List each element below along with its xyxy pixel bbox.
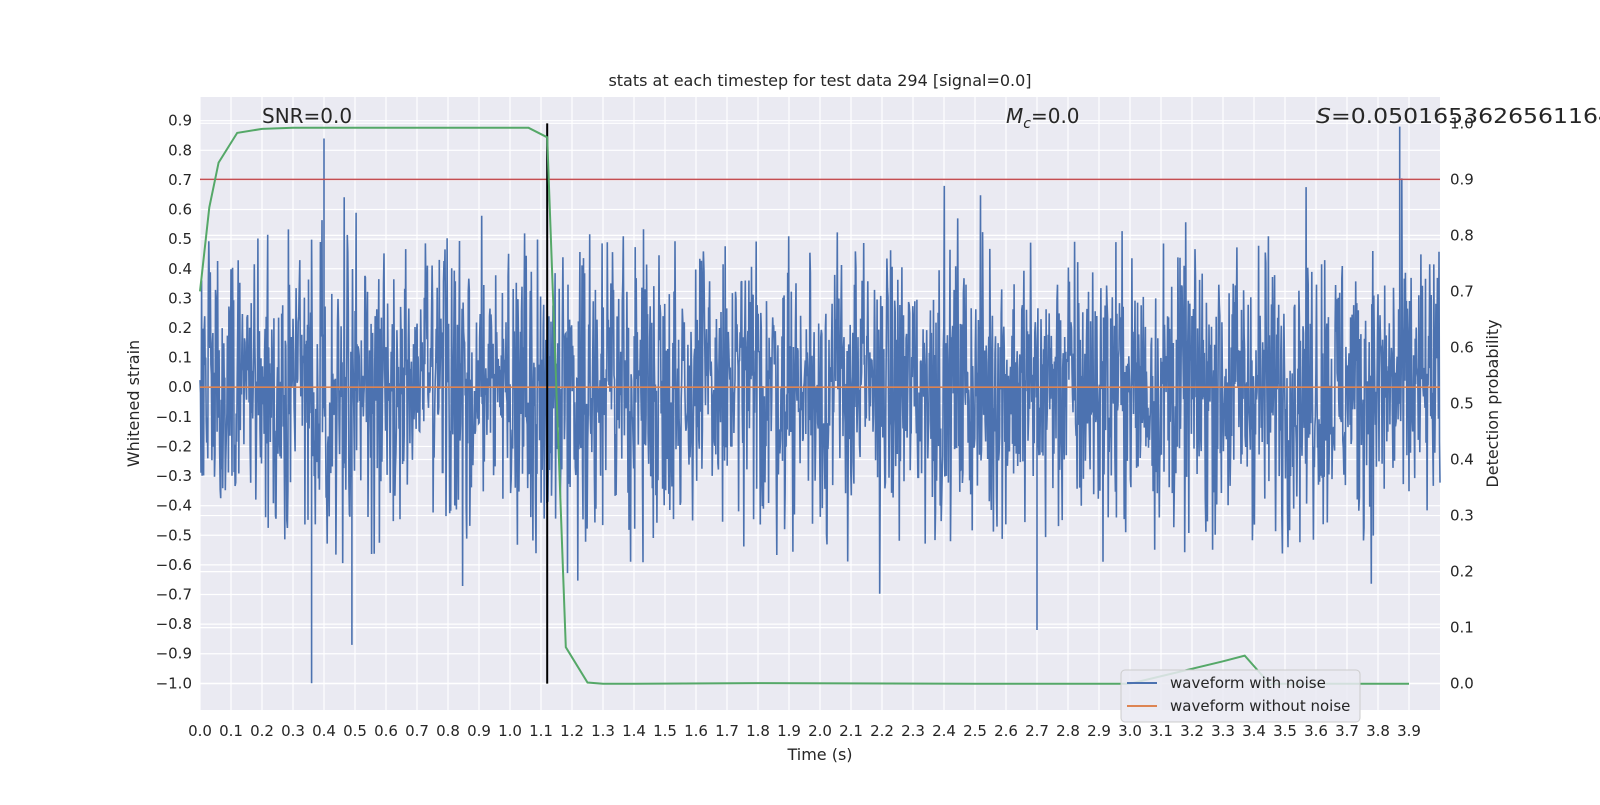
legend-box <box>1120 669 1361 723</box>
annotation-snr: SNR=0.0 <box>262 104 352 128</box>
x-tick-label: 0.8 <box>436 722 460 740</box>
y-tick-label: −0.1 <box>156 408 192 426</box>
annotation-chirp-mass-symbol: M <box>1006 104 1023 128</box>
tick-labels: 0.0 0.1 0.2 0.3 0.4 0.5 0.6 0.7 0.8 0.9 1.0 1.1 1.2 1… <box>156 112 1474 740</box>
x-tick-label: 2.5 <box>963 722 987 740</box>
y2-tick-label: 0.0 <box>1450 675 1474 693</box>
annotation-chirp-mass-subscript: c <box>1023 116 1031 132</box>
chart-title: stats at each timestep for test data 294… <box>608 71 1031 90</box>
y-tick-label: 0.1 <box>168 349 192 367</box>
x-tick-label: 1.1 <box>529 722 553 740</box>
x-tick-label: 0.1 <box>219 722 243 740</box>
y-tick-label: 0.5 <box>168 230 192 248</box>
x-tick-label: 0.6 <box>374 722 398 740</box>
y2-tick-label: 0.1 <box>1450 619 1474 637</box>
x-axis-label: Time (s) <box>786 745 852 764</box>
x-tick-label: 1.5 <box>653 722 677 740</box>
y-tick-label: −0.7 <box>156 586 192 604</box>
y2-tick-label: 1.0 <box>1450 114 1474 132</box>
x-tick-label: 2.2 <box>870 722 894 740</box>
x-tick-label: 1.9 <box>777 722 801 740</box>
legend-label-waveform-with-noise: waveform with noise <box>1170 674 1326 692</box>
x-tick-label: 2.9 <box>1087 722 1111 740</box>
x-tick-label: 3.5 <box>1273 722 1297 740</box>
x-tick-label: 3.4 <box>1242 722 1266 740</box>
y-tick-label: −0.9 <box>156 645 192 663</box>
x-tick-label: 2.7 <box>1025 722 1049 740</box>
x-tick-label: 3.8 <box>1366 722 1390 740</box>
x-tick-label: 3.9 <box>1397 722 1421 740</box>
x-tick-label: 2.8 <box>1056 722 1080 740</box>
x-tick-label: 1.4 <box>622 722 646 740</box>
y-tick-label: 0.4 <box>168 260 192 278</box>
annotation-s-symbol: S <box>1316 104 1331 128</box>
x-tick-label: 0.7 <box>405 722 429 740</box>
annotation-s-value: =0.05016536265611648 <box>1331 104 1600 128</box>
y2-tick-label: 0.4 <box>1450 451 1474 469</box>
x-tick-label: 3.0 <box>1118 722 1142 740</box>
annotation-chirp-mass: Mc=0.0 <box>1006 104 1080 132</box>
legend-label-waveform-without-noise: waveform without noise <box>1170 697 1350 715</box>
x-tick-label: 2.1 <box>839 722 863 740</box>
y2-tick-label: 0.5 <box>1450 395 1474 413</box>
x-tick-label: 0.9 <box>467 722 491 740</box>
x-tick-label: 3.6 <box>1304 722 1328 740</box>
x-tick-label: 1.6 <box>684 722 708 740</box>
x-tick-label: 3.2 <box>1180 722 1204 740</box>
x-tick-label: 2.6 <box>994 722 1018 740</box>
legend: waveform with noise waveform without noi… <box>1120 669 1361 723</box>
x-tick-label: 0.3 <box>281 722 305 740</box>
y-tick-label: −0.8 <box>156 615 192 633</box>
y-tick-label: −0.5 <box>156 526 192 544</box>
x-tick-label: 2.3 <box>901 722 925 740</box>
x-tick-label: 1.0 <box>498 722 522 740</box>
y-tick-label: 0.0 <box>168 378 192 396</box>
y-tick-label: −1.0 <box>156 674 192 692</box>
x-tick-label: 3.1 <box>1149 722 1173 740</box>
x-tick-label: 0.0 <box>188 722 212 740</box>
y-tick-label: 0.3 <box>168 289 192 307</box>
y-tick-label: −0.4 <box>156 497 192 515</box>
x-tick-label: 3.3 <box>1211 722 1235 740</box>
x-tick-label: 2.0 <box>808 722 832 740</box>
x-tick-label: 1.3 <box>591 722 615 740</box>
y-tick-label: 0.7 <box>168 171 192 189</box>
x-tick-label: 0.2 <box>250 722 274 740</box>
y-tick-label: −0.6 <box>156 556 192 574</box>
x-tick-label: 0.5 <box>343 722 367 740</box>
y2-tick-label: 0.3 <box>1450 507 1474 525</box>
y-tick-label: −0.2 <box>156 437 192 455</box>
y-tick-label: 0.9 <box>168 112 192 130</box>
annotation-s: S =0.05016536265611648 <box>1316 104 1600 128</box>
y2-axis-label: Detection probability <box>1483 319 1502 487</box>
x-tick-label: 0.4 <box>312 722 336 740</box>
x-tick-label: 1.7 <box>715 722 739 740</box>
y2-tick-label: 0.6 <box>1450 338 1474 356</box>
y2-tick-label: 0.7 <box>1450 282 1474 300</box>
y-tick-label: 0.8 <box>168 141 192 159</box>
annotation-chirp-mass-value: =0.0 <box>1031 104 1080 128</box>
y2-tick-label: 0.8 <box>1450 226 1474 244</box>
x-tick-label: 1.8 <box>746 722 770 740</box>
x-tick-label: 1.2 <box>560 722 584 740</box>
y-axis-label: Whitened strain <box>124 340 143 467</box>
x-tick-label: 3.7 <box>1335 722 1359 740</box>
y-tick-label: 0.6 <box>168 201 192 219</box>
x-tick-label: 2.4 <box>932 722 956 740</box>
y-tick-label: 0.2 <box>168 319 192 337</box>
y2-tick-label: 0.2 <box>1450 563 1474 581</box>
y2-tick-label: 0.9 <box>1450 170 1474 188</box>
y-tick-label: −0.3 <box>156 467 192 485</box>
